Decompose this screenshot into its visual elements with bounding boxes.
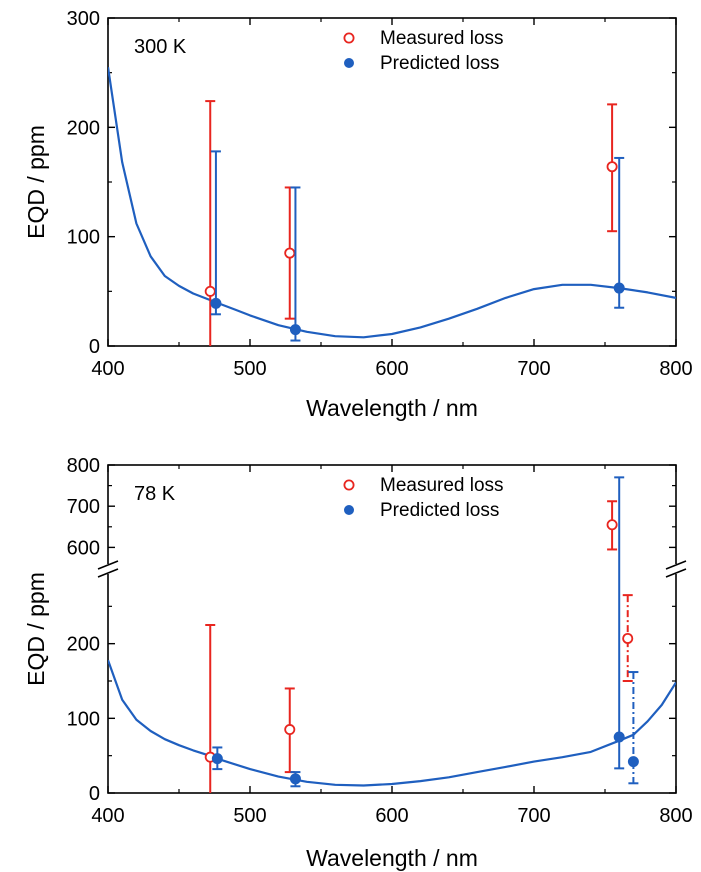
panel2-predicted-point (211, 753, 223, 765)
panel1-measured-point (606, 161, 618, 173)
panel1-predicted-point (613, 282, 625, 294)
panel2-axis-break-mark (665, 568, 687, 578)
panel2-y-tick-label: 100 (67, 708, 100, 730)
panel1-fit-curve (108, 67, 676, 339)
panel2-x-tick-label: 400 (91, 805, 124, 827)
panel2-measured-point (606, 519, 618, 531)
panel2-predicted-point (289, 773, 301, 785)
panel2-axis-break-gap (666, 564, 686, 574)
panel2-axis-break-mark (665, 560, 687, 570)
panel1-x-tick-label: 600 (375, 358, 408, 380)
panel1-measured-point (204, 285, 216, 297)
panel1-predicted-point (289, 324, 301, 336)
panel2-measured-point (622, 632, 634, 644)
panel2-axis-break-mark (97, 568, 119, 578)
panel2-measured-point (284, 724, 296, 736)
panel2-x-tick-label: 600 (375, 805, 408, 827)
panel1-temperature-label: 300 K (134, 36, 187, 58)
panel2-legend-predicted-marker (344, 505, 354, 515)
panel1-legend-measured-label: Measured loss (380, 28, 504, 49)
panel2-y-tick-label: 200 (67, 634, 100, 656)
panel2-y-tick-label: 700 (67, 496, 100, 518)
panel2-x-axis-title: Wavelength / nm (306, 845, 478, 871)
panel1-x-axis-title: Wavelength / nm (306, 395, 478, 421)
panel1-y-tick-label: 100 (67, 227, 100, 249)
panel1-measured-point (284, 247, 296, 259)
panel1-y-tick-label: 200 (67, 117, 100, 139)
panel1-x-tick-label: 700 (517, 358, 550, 380)
panel1-x-tick-label: 400 (91, 358, 124, 380)
panel2-temperature-label: 78 K (134, 483, 176, 505)
panel2-y-tick-label: 800 (67, 455, 100, 477)
panel2-legend-predicted-label: Predicted loss (380, 500, 499, 521)
panel2-legend-measured-label: Measured loss (380, 475, 504, 496)
panel2-legend-measured-marker (343, 479, 355, 491)
panel1-y-tick-label: 300 (67, 8, 100, 30)
panel1-legend-predicted-label: Predicted loss (380, 53, 499, 74)
panel1-y-tick-label: 0 (89, 336, 100, 358)
panel2-fit-curve (108, 659, 676, 787)
panel2-x-tick-label: 500 (233, 805, 266, 827)
panel2-predicted-point (613, 731, 625, 743)
panel1-y-axis-title: EQD / ppm (23, 125, 49, 239)
panel1-x-tick-label: 500 (233, 358, 266, 380)
panel2-predicted-point (627, 756, 639, 768)
panel2-x-tick-label: 700 (517, 805, 550, 827)
panel2-y-axis-title: EQD / ppm (23, 572, 49, 686)
panel1-x-tick-label: 800 (659, 358, 692, 380)
panel1-legend-predicted-marker (344, 58, 354, 68)
panel2-axis-break-gap (98, 564, 118, 574)
panel1-legend-measured-marker (343, 32, 355, 44)
panel2-y-tick-label: 0 (89, 783, 100, 805)
panel1-predicted-point (210, 297, 222, 309)
panel2-axis-break-mark (97, 560, 119, 570)
panel2-y-tick-label: 600 (67, 537, 100, 559)
panel2-x-tick-label: 800 (659, 805, 692, 827)
